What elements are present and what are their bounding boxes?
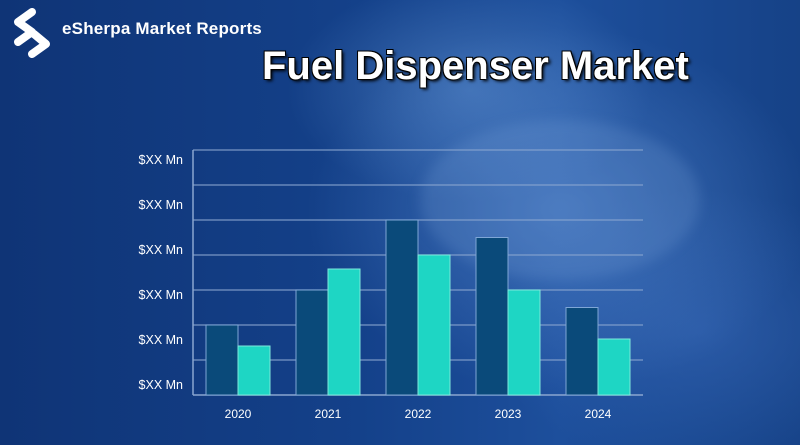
bar-light-2024: [597, 338, 631, 396]
esherpa-s-logo-icon: [14, 8, 50, 58]
bar-light-2023: [507, 289, 541, 396]
brand-logo[interactable]: eSherpa Market Reports: [8, 8, 262, 58]
x-tick-label: 2021: [315, 407, 342, 421]
y-tick-label: $XX Mn: [139, 288, 184, 302]
brand-name: eSherpa Market Reports: [62, 19, 262, 38]
y-tick-label: $XX Mn: [139, 153, 184, 167]
bar-dark-2022: [385, 219, 419, 396]
bar-dark-2020: [205, 324, 239, 396]
y-tick-label: $XX Mn: [139, 333, 184, 347]
x-tick-label: 2022: [405, 407, 432, 421]
bar-dark-2024: [565, 307, 599, 396]
x-tick-label: 2023: [495, 407, 522, 421]
bar-light-2021: [327, 268, 361, 396]
x-tick-label: 2024: [585, 407, 612, 421]
bar-light-2022: [417, 254, 451, 396]
bar-light-2020: [237, 345, 271, 396]
page-title: Fuel Dispenser Market: [262, 44, 689, 88]
y-tick-label: $XX Mn: [139, 198, 184, 212]
y-tick-label: $XX Mn: [139, 243, 184, 257]
background-car-glow: [420, 120, 700, 280]
bar-dark-2021: [295, 289, 329, 396]
bar-dark-2023: [475, 237, 509, 396]
x-tick-label: 2020: [225, 407, 252, 421]
y-tick-label: $XX Mn: [139, 378, 184, 392]
